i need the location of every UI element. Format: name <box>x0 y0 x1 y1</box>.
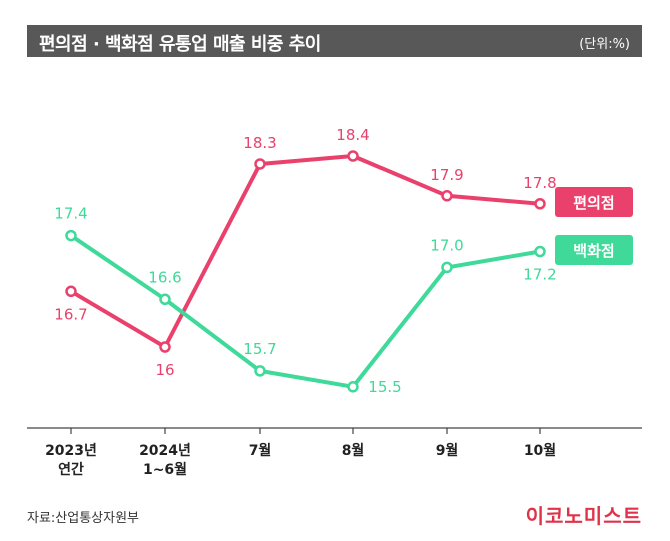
data-label: 17.2 <box>523 266 556 284</box>
x-tick-label: 2024년 1~6월 <box>139 443 191 478</box>
data-label: 17.8 <box>523 174 556 192</box>
x-tick-label: 9월 <box>436 442 459 459</box>
chart-title: 편의점 · 백화점 유통업 매출 비중 추이 <box>39 34 321 55</box>
legend-label: 편의점 <box>573 194 614 212</box>
data-point <box>159 293 171 305</box>
data-label: 16.7 <box>54 305 87 323</box>
data-label: 16 <box>155 361 174 379</box>
series-line-department <box>69 233 542 389</box>
x-tick-label: 2023년 연간 <box>45 443 97 478</box>
legend-box <box>555 187 633 217</box>
data-label: 17.4 <box>54 205 87 223</box>
data-point <box>65 285 77 298</box>
source-note: 자료:산업통상자원부 <box>27 511 140 526</box>
data-point <box>534 198 546 210</box>
data-point <box>254 365 266 377</box>
legend-label: 백화점 <box>573 242 614 260</box>
series-line-convenience <box>69 154 542 349</box>
title-bar: 편의점 · 백화점 유통업 매출 비중 추이 (단위:%) <box>27 25 642 57</box>
data-point <box>534 245 546 258</box>
x-tick-label: 10월 <box>524 442 556 459</box>
data-label: 16.6 <box>148 268 181 286</box>
data-label: 17.0 <box>430 236 463 254</box>
data-point <box>254 158 266 170</box>
unit-label: (단위:%) <box>579 37 630 52</box>
data-label: 18.3 <box>243 134 276 152</box>
x-tick-label: 8월 <box>342 442 365 459</box>
data-label: 17.9 <box>430 166 463 184</box>
data-point <box>65 229 77 242</box>
data-point <box>441 261 453 274</box>
data-point <box>441 190 453 202</box>
x-tick-label: 7월 <box>249 442 272 459</box>
publisher-logo: 이코노미스트 <box>525 504 642 528</box>
data-label: 18.4 <box>336 126 369 144</box>
data-point <box>159 341 171 353</box>
data-point <box>347 150 359 162</box>
legend-box <box>555 235 633 265</box>
data-point <box>347 381 359 393</box>
data-label: 15.7 <box>243 340 276 358</box>
data-label: 15.5 <box>368 378 401 396</box>
